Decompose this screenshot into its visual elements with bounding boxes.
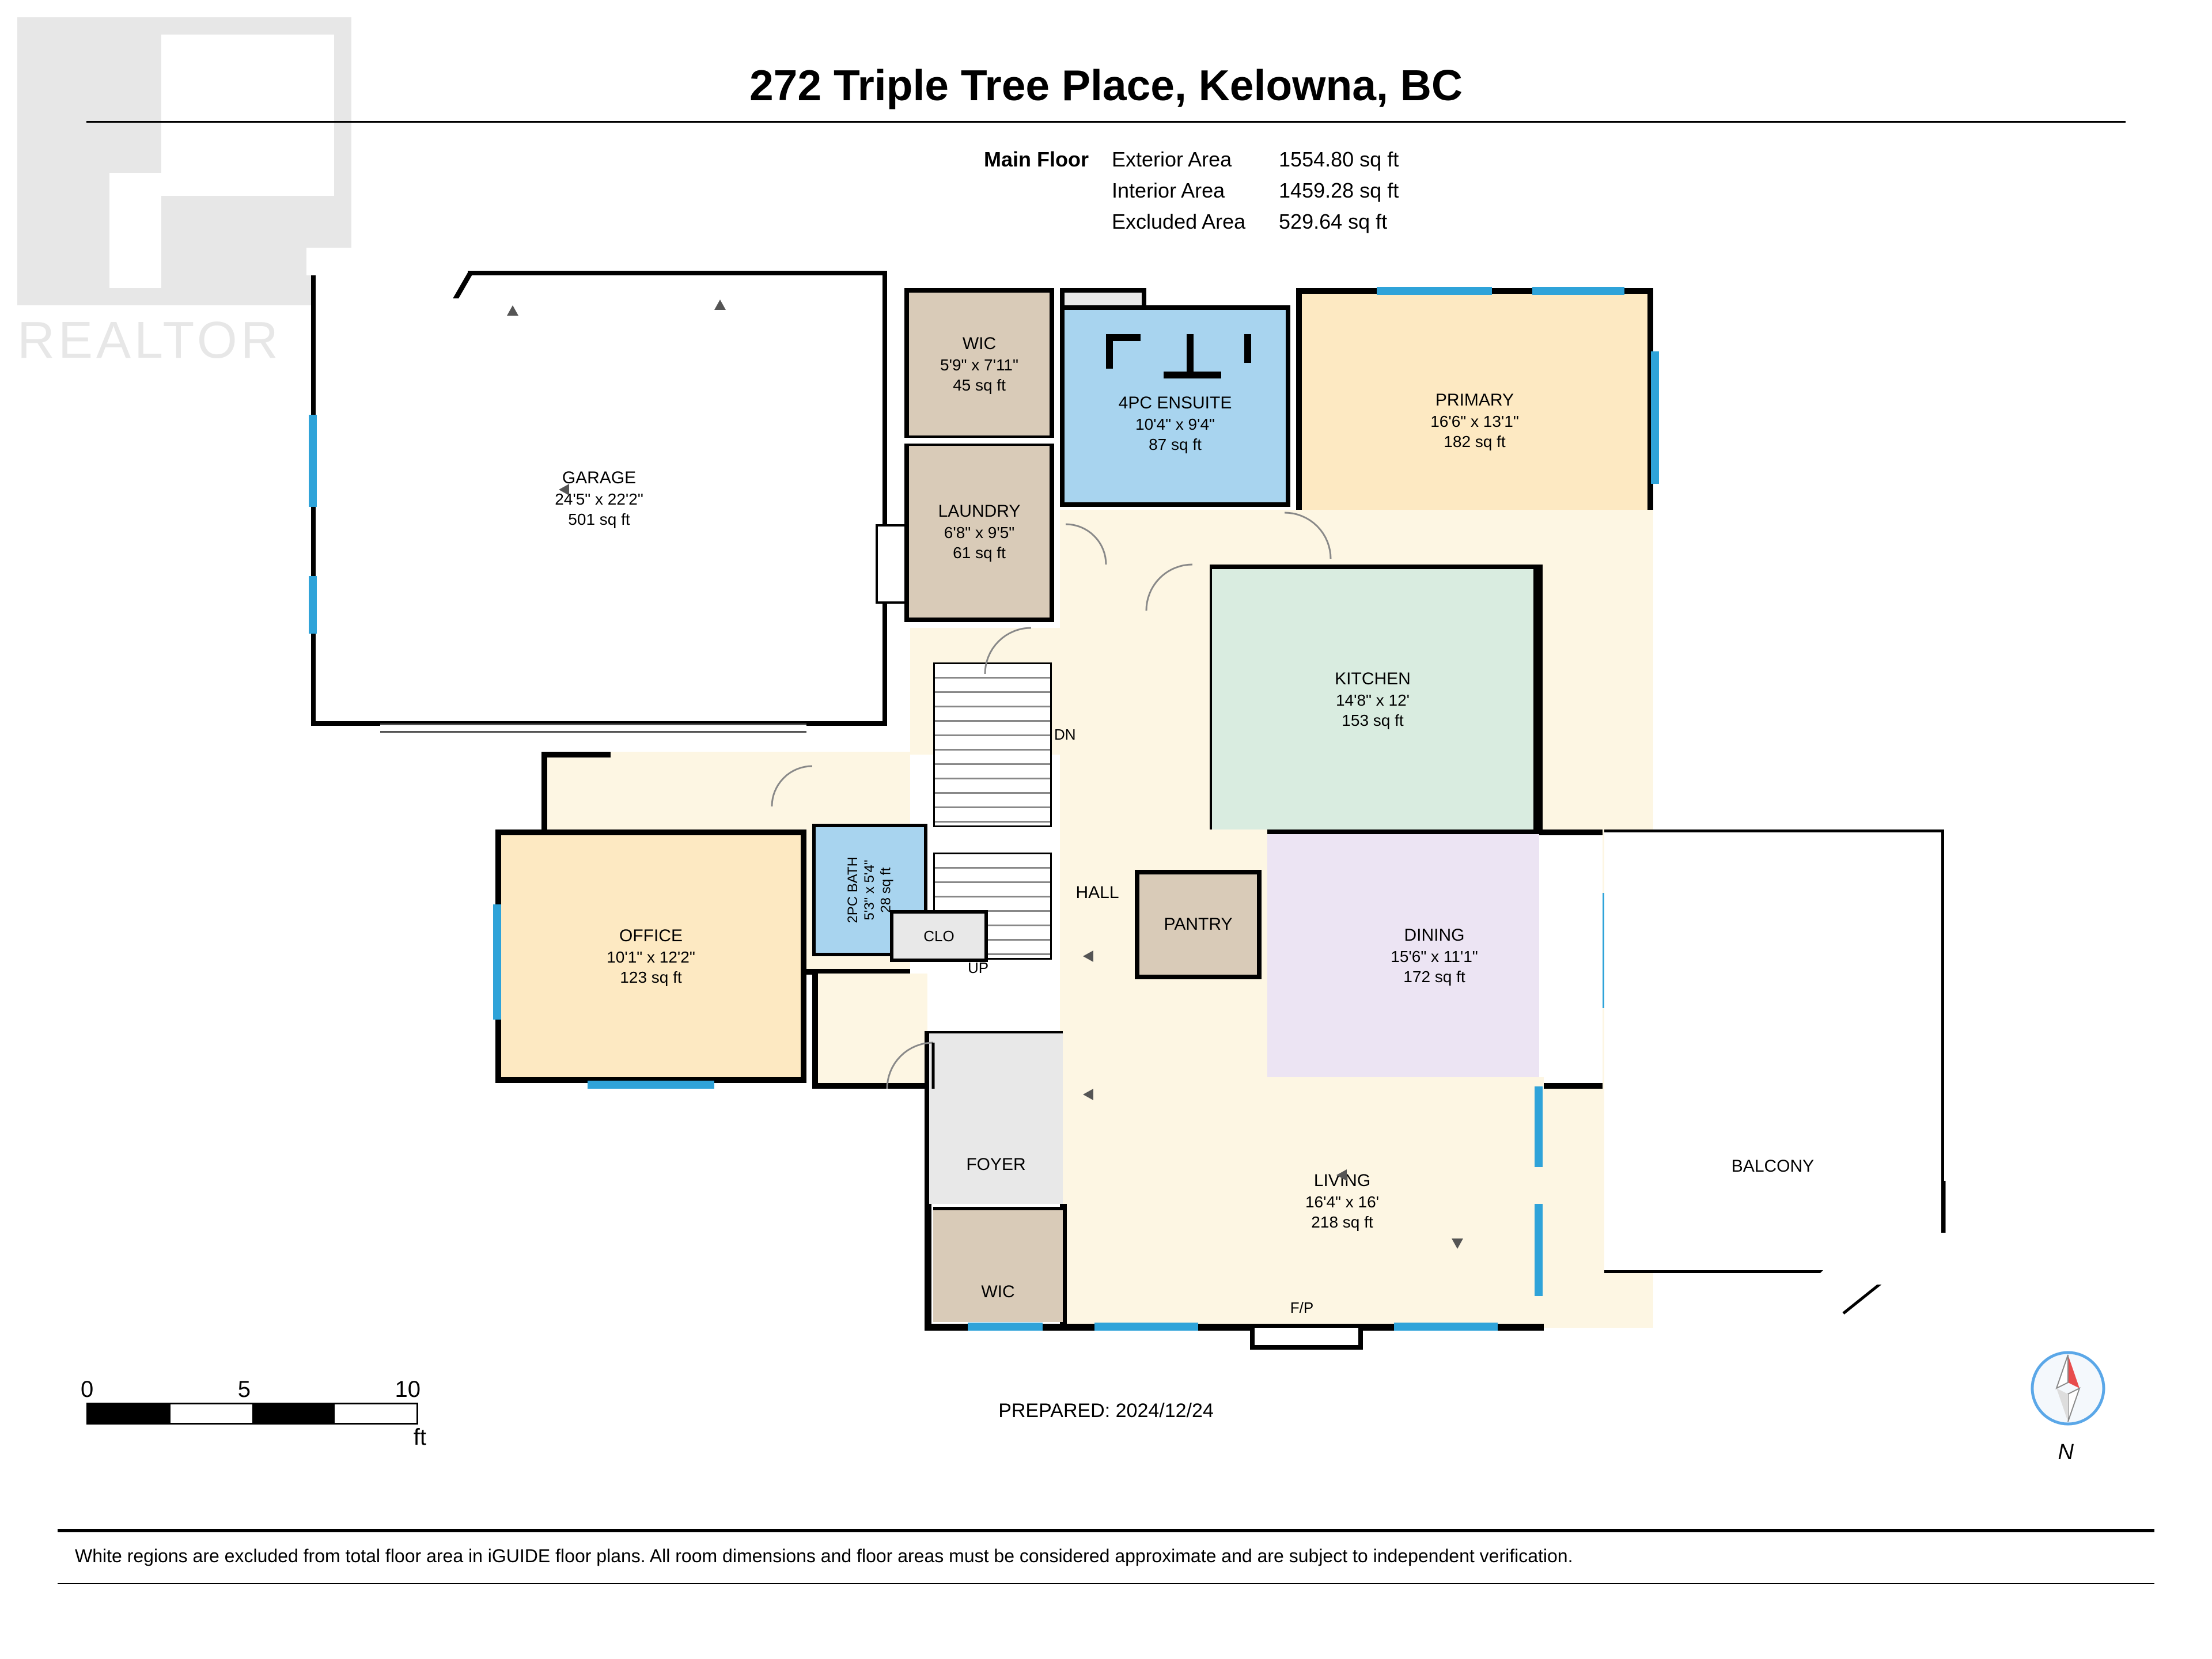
garage-name: GARAGE <box>562 467 636 489</box>
hdr-line0-value: 1554.80 sq ft <box>1279 147 1399 171</box>
bath-area: 28 sq ft <box>878 868 893 913</box>
living-dim: 16'4" x 16' <box>1305 1192 1379 1212</box>
scale-5: 5 <box>238 1377 251 1403</box>
laundry-area: 61 sq ft <box>953 543 1006 563</box>
primary-dim: 16'6" x 13'1" <box>1430 411 1519 431</box>
room-laundry: LAUNDRY 6'8" x 9'5" 61 sq ft <box>904 444 1054 622</box>
kitchen-name: KITCHEN <box>1335 668 1411 690</box>
arrow-icon <box>1452 1238 1463 1249</box>
room-wic1: WIC 5'9" x 7'11" 45 sq ft <box>904 288 1054 438</box>
bottom-rule2 <box>58 1583 2154 1584</box>
living-area: 218 sq ft <box>1311 1212 1373 1232</box>
fp-name: F/P <box>1290 1298 1313 1317</box>
floor-label: Main Floor <box>956 144 1089 175</box>
title-rule <box>86 121 2126 123</box>
page: REALTOR ® 272 Triple Tree Place, Kelowna… <box>0 0 2212 1659</box>
room-hall: HALL <box>1054 881 1141 904</box>
room-office: OFFICE 10'1" x 12'2" 123 sq ft <box>495 830 806 1083</box>
hdr-line1-label: Interior Area <box>1112 175 1273 206</box>
room-pantry: PANTRY <box>1135 870 1262 979</box>
room-garage: GARAGE 24'5" x 22'2" 501 sq ft <box>311 271 887 726</box>
room-fp: F/P <box>1273 1296 1331 1319</box>
clo2-name: CLO <box>923 927 954 946</box>
door-arc <box>881 1037 939 1094</box>
arrow-icon <box>507 305 518 316</box>
door-arc <box>1141 559 1198 616</box>
room-wic2: WIC <box>933 1207 1063 1322</box>
watermark-text: REALTOR <box>17 311 351 370</box>
laundry-name: LAUNDRY <box>938 501 1021 522</box>
window <box>493 904 501 1020</box>
window <box>1651 351 1659 484</box>
office-area: 123 sq ft <box>620 967 681 987</box>
door-arc <box>766 760 818 812</box>
dining-dim: 15'6" x 11'1" <box>1391 946 1478 967</box>
kitchen-dim: 14'8" x 12' <box>1336 690 1410 710</box>
wic1-dim: 5'9" x 7'11" <box>940 355 1018 375</box>
hall-name: HALL <box>1075 882 1119 904</box>
bath-name: 2PC BATH <box>845 857 861 923</box>
dining-area: 172 sq ft <box>1403 967 1465 987</box>
compass-n-label: N <box>2058 1440 2074 1465</box>
arrow-icon <box>559 484 569 495</box>
disclaimer-text: White regions are excluded from total fl… <box>75 1546 2137 1567</box>
header-block: Main Floor Exterior Area 1554.80 sq ft I… <box>956 144 1399 237</box>
wic2-name: WIC <box>981 1281 1014 1303</box>
stairs-dn <box>933 662 1052 827</box>
window <box>1094 1323 1198 1331</box>
hdr-line2-label: Excluded Area <box>1112 206 1273 237</box>
scale-10: 10 <box>395 1377 421 1403</box>
arrow-icon <box>1336 1169 1347 1181</box>
pantry-name: PANTRY <box>1164 914 1233 935</box>
arrow-icon <box>1083 950 1093 962</box>
hdr-line2-value: 529.64 sq ft <box>1279 210 1387 233</box>
room-ensuite: 4PC ENSUITE 10'4" x 9'4" 87 sq ft <box>1060 305 1290 507</box>
window <box>588 1081 714 1089</box>
room-kitchen: KITCHEN 14'8" x 12' 153 sq ft <box>1210 565 1538 830</box>
bottom-rule <box>58 1529 2154 1532</box>
compass-icon <box>2028 1348 2108 1429</box>
window <box>309 415 317 507</box>
dining-name: DINING <box>1404 925 1465 946</box>
window <box>309 576 317 634</box>
floor-plan: GARAGE 24'5" x 22'2" 501 sq ft WIC 5'9" … <box>311 259 2097 1331</box>
window <box>1532 287 1624 295</box>
wic1-name: WIC <box>963 333 996 355</box>
door-arc <box>1279 507 1336 565</box>
room-foyer: FOYER <box>925 1031 1063 1204</box>
primary-area: 182 sq ft <box>1444 431 1505 452</box>
bath-dim: 5'3" x 5'4" <box>862 860 877 921</box>
hdr-line1-value: 1459.28 sq ft <box>1279 179 1399 202</box>
page-title: 272 Triple Tree Place, Kelowna, BC <box>0 60 2212 110</box>
primary-name: PRIMARY <box>1435 389 1514 411</box>
foyer-name: FOYER <box>966 1154 1025 1176</box>
ensuite-dim: 10'4" x 9'4" <box>1135 414 1215 434</box>
scale-unit: ft <box>86 1425 426 1450</box>
door-arc <box>1060 518 1112 570</box>
hdr-line0-label: Exterior Area <box>1112 144 1273 175</box>
laundry-dim: 6'8" x 9'5" <box>944 522 1014 543</box>
ensuite-name: 4PC ENSUITE <box>1119 392 1232 414</box>
wic1-area: 45 sq ft <box>953 375 1006 395</box>
office-name: OFFICE <box>619 925 683 947</box>
scale-0: 0 <box>81 1377 93 1403</box>
window <box>1377 287 1492 295</box>
balcony-name: BALCONY <box>1732 1156 1814 1177</box>
window <box>1535 1204 1543 1296</box>
room-clo2: CLO <box>890 910 988 962</box>
kitchen-area: 153 sq ft <box>1342 710 1403 730</box>
arrow-icon <box>714 300 726 310</box>
prepared-date: PREPARED: 2024/12/24 <box>0 1400 2212 1422</box>
stairs-dn-label: DN <box>1054 726 1076 744</box>
arrow-icon <box>1083 1089 1093 1100</box>
door-arc <box>979 622 1037 680</box>
window <box>1394 1323 1498 1331</box>
window <box>1535 1086 1543 1167</box>
garage-area: 501 sq ft <box>568 509 630 529</box>
window <box>968 1323 1043 1331</box>
room-balcony: BALCONY <box>1604 830 1944 1273</box>
office-dim: 10'1" x 12'2" <box>607 947 695 967</box>
ensuite-area: 87 sq ft <box>1149 434 1202 454</box>
room-living: LIVING 16'4" x 16' 218 sq ft <box>1141 1077 1544 1325</box>
